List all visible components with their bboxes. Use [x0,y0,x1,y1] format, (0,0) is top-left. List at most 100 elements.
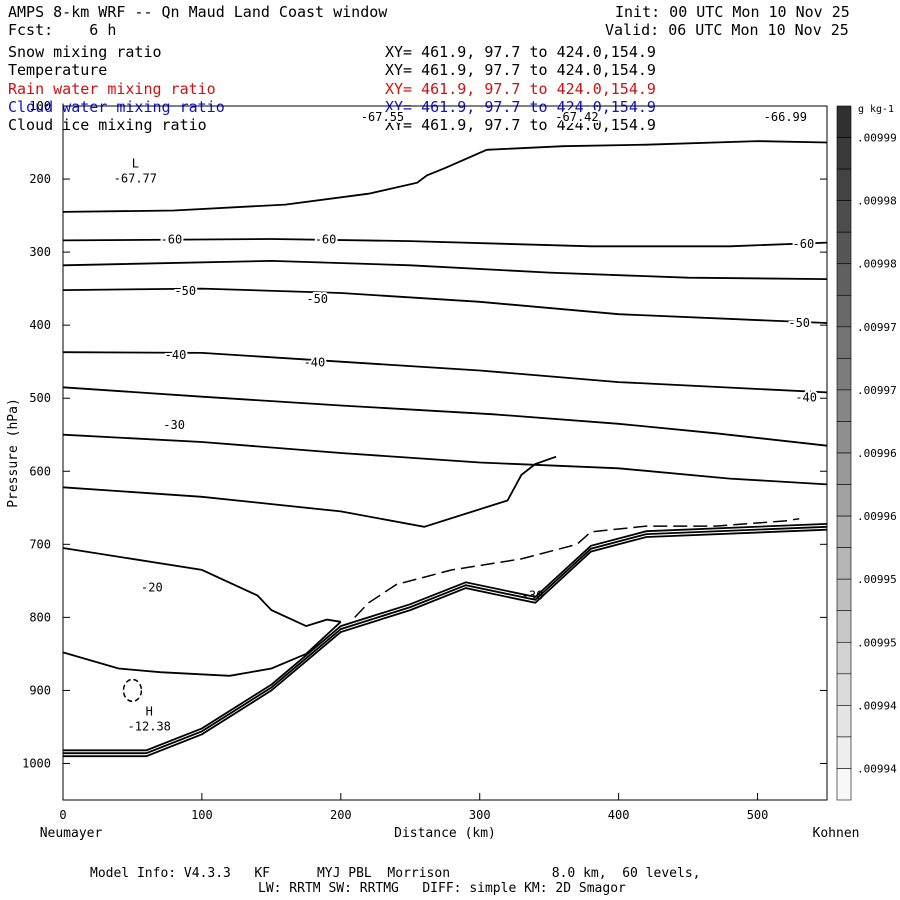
h-ring-dashed [122,678,143,703]
x-tick-label-500: 500 [747,808,769,822]
field-xy-cloud-water: XY= 461.9, 97.7 to 424.0,154.9 [385,98,656,116]
temperature-contour-5 [62,386,828,447]
terrain-line-0 [63,528,828,758]
colorbar-swatch-0 [836,105,852,138]
terrain-line-2 [63,523,828,752]
colorbar-swatch-9 [836,389,852,422]
field-name-cloud-water: Cloud water mixing ratio [8,98,225,116]
valid-time: Valid: 06 UTC Mon 10 Nov 25 [605,21,849,39]
colorbar-swatch-4 [836,231,852,265]
model-physics: LW: RRTM SW: RRTMG DIFF: simple KM: 2D S… [258,881,626,896]
extremum-marker-L: L [132,157,139,171]
colorbar-swatch-19 [836,705,852,738]
contour-label-1-2: -60 [793,237,815,251]
colorbar-swatch-13 [836,515,852,548]
x-tick-label-300: 300 [469,808,491,822]
colorbar-swatch-3 [836,200,852,233]
x-tick-label-400: 400 [608,808,630,822]
extremum-marker-H: H [146,705,153,719]
contour-label-3-0: -50 [174,284,196,298]
contour-label-1-1: -60 [315,233,337,247]
init-time: Init: 00 UTC Mon 10 Nov 25 [615,3,850,21]
colorbar-swatch-17 [836,641,852,675]
temperature-contour-1 [62,238,828,248]
colorbar-label-2: .00998 [857,258,897,271]
y-tick-label-800: 800 [29,610,51,624]
temperature-contour-2 [62,259,828,280]
y-tick-label-200: 200 [29,172,51,186]
temperature-contour-4 [62,351,828,394]
colorbar-swatch-7 [836,326,852,359]
contour-label-4-0: -40 [165,348,187,362]
contour-label-1-0: -60 [161,233,183,247]
contour-label-3-1: -50 [306,292,328,306]
extremum-value-H: -12.38 [128,720,171,734]
x-tick-label-100: 100 [191,808,213,822]
ice-ratio-contour-0 [354,517,800,618]
colorbar-swatch-8 [836,358,852,391]
y-tick-label-600: 600 [29,464,51,478]
colorbar-label-3: .00997 [857,321,897,334]
colorbar-swatch-10 [836,421,852,454]
top-label-1: -67.42 [555,110,598,124]
colorbar-swatch-16 [836,610,852,643]
field-name-cloud-ice: Cloud ice mixing ratio [8,116,207,134]
colorbar-unit: g kg-1 [858,104,894,115]
colorbar-label-10: .00994 [857,762,897,775]
temperature-contour-0 [62,140,828,213]
colorbar-label-6: .00996 [857,510,897,523]
colorbar-swatch-6 [836,294,852,328]
y-tick-label-400: 400 [29,318,51,332]
temperature-contour-8 [62,547,341,628]
contour-label-4-1: -40 [304,355,326,369]
field-name-rain: Rain water mixing ratio [8,80,216,98]
extremum-value-L: -67.77 [114,172,157,186]
colorbar-swatch-5 [836,263,852,296]
x-end-label-right: Kohnen [813,826,860,841]
model-info: Model Info: V4.3.3 KF MYJ PBL Morrison 8… [90,866,701,881]
forecast-hour: Fcst: 6 h [8,21,117,39]
field-xy-cloud-ice: XY= 461.9, 97.7 to 424.0,154.9 [385,116,656,134]
colorbar-label-5: .00996 [857,447,897,460]
y-tick-label-100: 100 [29,99,51,113]
colorbar-label-1: .00998 [857,195,897,208]
top-label-0: -67.55 [361,110,404,124]
colorbar-swatch-14 [836,547,852,580]
colorbar-label-8: .00995 [857,636,897,649]
chart-title: AMPS 8-km WRF -- Qn Maud Land Coast wind… [8,3,388,21]
contour-label-7-0: -30 [163,418,185,432]
x-axis-label: Distance (km) [394,826,496,841]
colorbar-label-4: .00997 [857,384,897,397]
y-tick-label-700: 700 [29,537,51,551]
colorbar-swatch-15 [836,578,852,612]
colorbar-swatch-2 [836,168,852,201]
x-tick-label-0: 0 [59,808,66,822]
x-end-label-left: Neumayer [40,826,103,841]
y-tick-label-300: 300 [29,245,51,259]
colorbar-swatch-20 [836,736,852,769]
colorbar-label-9: .00994 [857,699,897,712]
y-tick-label-500: 500 [29,391,51,405]
contour-label-4-2: -40 [795,390,817,404]
field-xy-temperature: XY= 461.9, 97.7 to 424.0,154.9 [385,61,656,79]
field-name-snow: Snow mixing ratio [8,43,162,61]
colorbar-swatch-11 [836,452,852,485]
y-axis-label: Pressure (hPa) [6,398,21,508]
colorbar-swatch-1 [836,137,852,170]
field-xy-snow: XY= 461.9, 97.7 to 424.0,154.9 [385,43,656,61]
colorbar-swatch-21 [836,768,852,801]
field-name-temperature: Temperature [8,61,108,79]
contour-label-3-2: -50 [788,316,810,330]
contour-label-8-0: -20 [141,580,163,594]
y-tick-label-1000: 1000 [22,756,51,770]
temperature-contour-3 [62,287,828,324]
colorbar-label-0: .00999 [857,132,897,145]
colorbar-swatch-18 [836,673,852,706]
temperature-contour-9 [62,621,342,677]
plot-frame [62,105,828,801]
temperature-contour-6 [62,433,828,486]
colorbar-swatch-12 [836,484,852,517]
top-label-2: -66.99 [764,110,807,124]
field-xy-rain: XY= 461.9, 97.7 to 424.0,154.9 [385,80,656,98]
